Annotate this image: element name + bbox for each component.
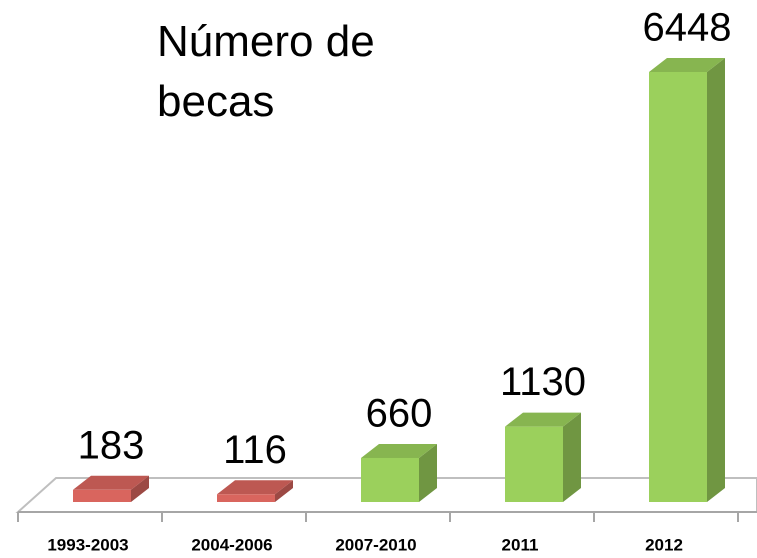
- value-label: 1130: [500, 360, 586, 404]
- x-tick-label: 2011: [502, 535, 539, 554]
- bar: [73, 489, 131, 502]
- bar-side: [131, 475, 149, 502]
- bar-top: [361, 443, 437, 458]
- bar-top: [505, 412, 581, 427]
- value-label: 116: [223, 428, 287, 472]
- value-label: 6448: [643, 6, 732, 50]
- x-tick-label: 2004-2006: [191, 535, 272, 554]
- x-tick-label: 2007-2010: [335, 535, 416, 554]
- bar: [505, 426, 563, 502]
- bar-top: [73, 475, 149, 490]
- bar-side: [707, 58, 725, 502]
- bar-top: [217, 480, 293, 495]
- value-label: 660: [366, 392, 433, 436]
- value-label: 183: [78, 423, 145, 467]
- bar: [361, 457, 419, 502]
- bar: [649, 72, 707, 502]
- bar-side: [563, 412, 581, 502]
- bar-top: [649, 58, 725, 72]
- x-tick-label: 1993-2003: [47, 535, 128, 554]
- bar-side: [419, 443, 437, 502]
- chart-title: Número de becas: [157, 17, 375, 126]
- bar-side: [275, 480, 293, 502]
- bar: [217, 494, 275, 502]
- x-tick-label: 2012: [645, 535, 683, 554]
